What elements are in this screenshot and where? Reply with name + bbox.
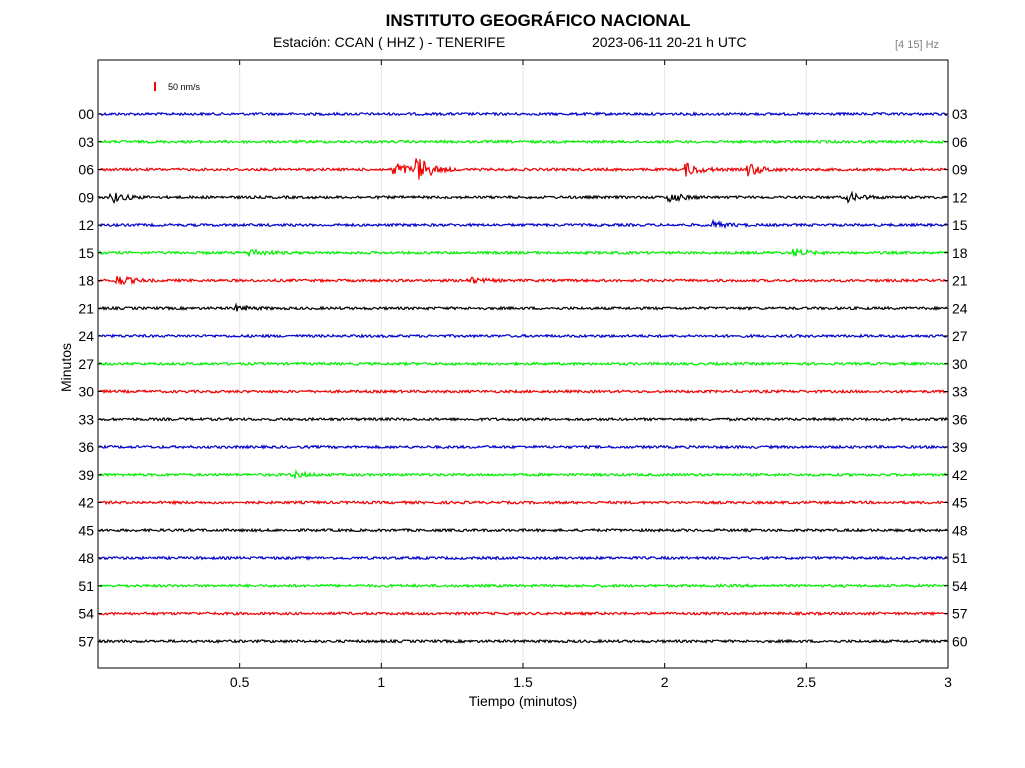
- trace-51: [98, 583, 948, 589]
- y-tick-label-left: 24: [78, 328, 94, 344]
- y-tick-label-left: 30: [78, 384, 94, 400]
- trace-45: [98, 527, 948, 534]
- y-tick-label-left: 12: [78, 217, 94, 233]
- y-tick-label-right: 39: [952, 439, 968, 455]
- trace-24: [98, 333, 948, 339]
- x-tick-label: 2.5: [797, 674, 817, 690]
- y-tick-label-right: 09: [952, 162, 968, 178]
- y-tick-label-left: 42: [78, 495, 94, 511]
- traces: [98, 111, 948, 644]
- trace-57: [98, 638, 948, 644]
- y-tick-label-right: 60: [952, 633, 968, 649]
- trace-48: [98, 555, 948, 561]
- trace-42: [98, 499, 948, 506]
- trace-27: [98, 360, 948, 367]
- y-tick-label-right: 48: [952, 522, 968, 538]
- y-tick-label-left: 48: [78, 550, 94, 566]
- y-tick-label-left: 03: [78, 134, 94, 150]
- x-tick-label: 3: [944, 674, 952, 690]
- y-tick-label-left: 21: [78, 300, 94, 316]
- y-tick-label-left: 27: [78, 356, 94, 372]
- y-tick-label-right: 21: [952, 273, 968, 289]
- y-tick-label-left: 33: [78, 411, 94, 427]
- y-tick-label-left: 00: [78, 106, 94, 122]
- y-tick-label-right: 27: [952, 328, 968, 344]
- trace-30: [98, 388, 948, 395]
- y-tick-label-right: 51: [952, 550, 968, 566]
- y-tick-label-left: 45: [78, 522, 94, 538]
- chart-title: INSTITUTO GEOGRÁFICO NACIONAL: [385, 11, 691, 30]
- station-label: Estación: CCAN ( HHZ ) - TENERIFE: [273, 34, 506, 50]
- scale-bar: 50 nm/s: [154, 82, 201, 92]
- y-tick-label-right: 57: [952, 606, 968, 622]
- trace-03: [98, 139, 947, 145]
- date-label: 2023-06-11 20-21 h UTC: [592, 34, 747, 50]
- x-tick-label: 1: [377, 674, 385, 690]
- trace-12: [98, 218, 948, 230]
- trace-39: [98, 468, 948, 479]
- x-tick-label: 1.5: [513, 674, 533, 690]
- trace-54: [98, 610, 948, 617]
- y-tick-label-left: 57: [78, 633, 94, 649]
- y-tick-label-right: 15: [952, 217, 968, 233]
- y-tick-label-right: 24: [952, 300, 968, 316]
- y-tick-label-left: 06: [78, 162, 94, 178]
- trace-36: [98, 444, 948, 450]
- trace-21: [98, 302, 948, 312]
- y-tick-label-left: 15: [78, 245, 94, 261]
- trace-06: [98, 158, 948, 180]
- x-axis-label: Tiempo (minutos): [468, 693, 578, 709]
- y-tick-label-right: 03: [952, 106, 968, 122]
- y-tick-label-left: 54: [78, 606, 94, 622]
- x-tick-label: 0.5: [230, 674, 250, 690]
- y-tick-label-left: 39: [78, 467, 94, 483]
- x-tick-label: 2: [661, 674, 669, 690]
- y-tick-label-right: 36: [952, 411, 968, 427]
- y-tick-label-right: 30: [952, 356, 968, 372]
- y-tick-label-left: 18: [78, 273, 94, 289]
- trace-00: [98, 111, 948, 117]
- y-tick-label-right: 45: [952, 495, 968, 511]
- y-tick-label-left: 09: [78, 189, 94, 205]
- y-tick-label-right: 06: [952, 134, 968, 150]
- y-tick-label-right: 12: [952, 189, 968, 205]
- scale-bar-label: 50 nm/s: [168, 82, 201, 92]
- y-tick-label-left: 36: [78, 439, 94, 455]
- trace-33: [98, 416, 948, 423]
- y-tick-label-left: 51: [78, 578, 94, 594]
- trace-18: [98, 275, 948, 286]
- y-tick-label-right: 54: [952, 578, 968, 594]
- trace-09: [98, 190, 948, 204]
- filter-band-label: [4 15] Hz: [895, 39, 940, 51]
- y-tick-label-right: 33: [952, 384, 968, 400]
- y-tick-label-right: 42: [952, 467, 968, 483]
- trace-15: [98, 247, 948, 258]
- y-tick-label-right: 18: [952, 245, 968, 261]
